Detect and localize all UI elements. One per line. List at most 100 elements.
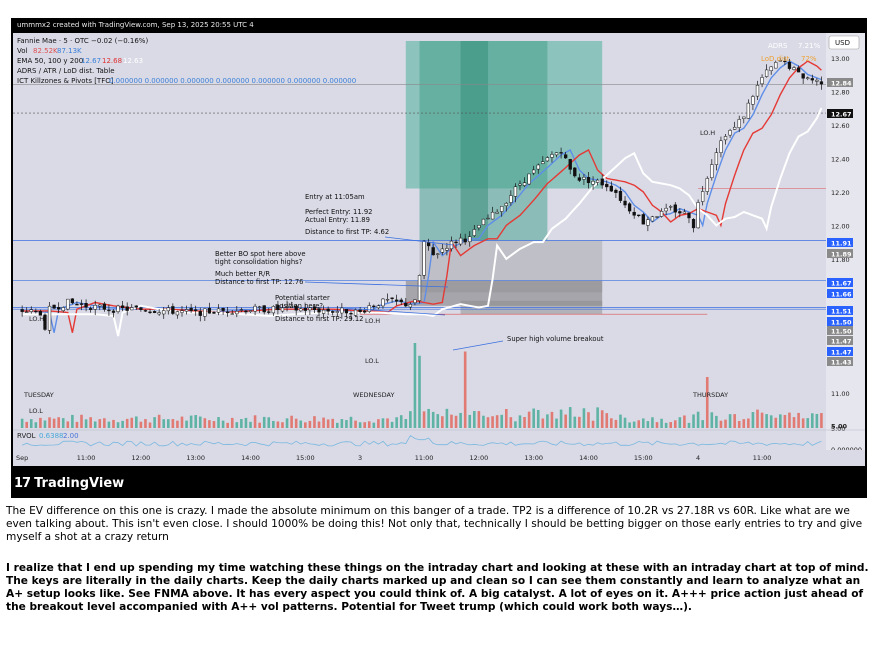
volume-bar [57,417,60,428]
price-tick-label: 12.20 [831,189,850,197]
volume-bar [623,417,627,428]
candle-body [381,298,385,307]
candle-body [57,307,61,310]
volume-bar [148,422,152,428]
candle-body [728,130,732,136]
time-tick-label: 14:00 [241,454,260,462]
candle-body [34,310,38,313]
time-axis-ticks: Sep 11:00 12:00 13:00 14:00 15:00 3 11:00 12:00 1… [16,454,771,462]
volume-bar [144,419,147,428]
candle-body [262,305,266,313]
volume-bar [409,411,412,428]
note-starter-2: position here? [275,302,323,310]
volume-bar [112,419,115,428]
volume-bar [692,414,695,428]
volume-bar [820,413,823,428]
candle-body [353,309,358,316]
volume-bar [116,422,120,428]
note-better-bo-2: tight consolidation highs? [215,258,303,266]
price-tag-label: 11.50 [831,319,852,327]
candle-body [664,207,668,212]
candle-body [705,178,709,192]
candle-body [376,305,381,309]
volume-bar [514,421,517,428]
volume-bar [742,419,746,428]
volume-bar [103,418,106,428]
volume-bar [194,415,197,428]
volume-bar [605,413,609,428]
legend-vol-1: 82.52K [33,47,58,55]
volume-bar [335,422,339,428]
price-tag-bg [827,336,853,345]
volume-bar [600,410,604,428]
candle-body [755,84,760,97]
chart-canvas[interactable]: 5.00 RVOL 0.6388 2.00 0.000000 Sep11:001… [13,33,865,466]
pivot-lo-h-mid: LO.H [365,317,380,325]
currency-button[interactable] [828,35,860,50]
time-tick-label: 3 [358,454,362,462]
candle-body [504,203,508,207]
rvol-value-1: 0.6388 [39,432,64,440]
price-tag-label: 11.50 [831,328,852,336]
candle-body [490,211,495,220]
volume-bar [427,408,430,428]
candle-body [61,307,65,311]
volume-bar [212,421,216,428]
volume-bar [701,420,704,428]
candle-body [47,305,52,331]
candle-body [632,211,636,216]
candle-body [591,180,595,185]
candle-body [25,311,29,313]
candle-body [564,154,568,159]
time-tick-label: 13:00 [524,454,543,462]
candle-body [303,307,307,311]
candle-body [792,67,796,70]
candle-body [157,312,161,315]
candle-body [518,183,522,186]
volume-bar [340,419,344,428]
candle-body [468,236,472,243]
volume-bar [436,414,440,428]
price-tag-label: 12.67 [831,111,852,119]
arrow-rr [304,281,449,288]
time-tick-label: 12:00 [470,454,489,462]
candle-body [335,311,339,313]
candle-body [184,309,189,312]
volume-bar [153,417,156,428]
volume-bar [783,414,787,428]
legend-vol-2: 87.13K [57,47,82,55]
volume-bar [788,412,791,428]
candle-body [815,79,819,82]
volume-bar [299,420,303,428]
candle-body [796,67,801,73]
volume-bar [504,409,508,428]
volume-bar [180,416,184,428]
candle-body [710,164,714,178]
price-tag-label: 11.47 [831,338,852,346]
volume-bar [806,418,810,428]
note-better-rr-2: Distance to first TP: 12.76 [215,278,303,286]
volume-bar [176,420,179,428]
candle-body [445,248,449,251]
volume-bar [25,421,29,428]
pivot-lo-l-left: LO.L [29,407,43,415]
volume-bar [532,408,535,428]
candle-body [614,189,618,193]
volume-bar [262,416,266,428]
volume-bar [326,419,330,428]
volume-bar [779,414,782,428]
volume-bar [276,421,280,428]
candle-body [691,219,696,229]
candle-body [331,311,335,313]
candle-body [600,178,604,186]
note-entry: Entry at 11:05am [305,193,365,201]
candle-body [463,238,467,243]
candle-body [696,202,700,229]
candle-body [509,195,513,203]
candle-body [244,310,248,313]
volume-bar [797,412,800,428]
candle-body [751,96,755,105]
legend-ema-1: 12.67 [81,57,101,65]
candle-body [627,203,632,212]
volume-bar [637,420,641,428]
